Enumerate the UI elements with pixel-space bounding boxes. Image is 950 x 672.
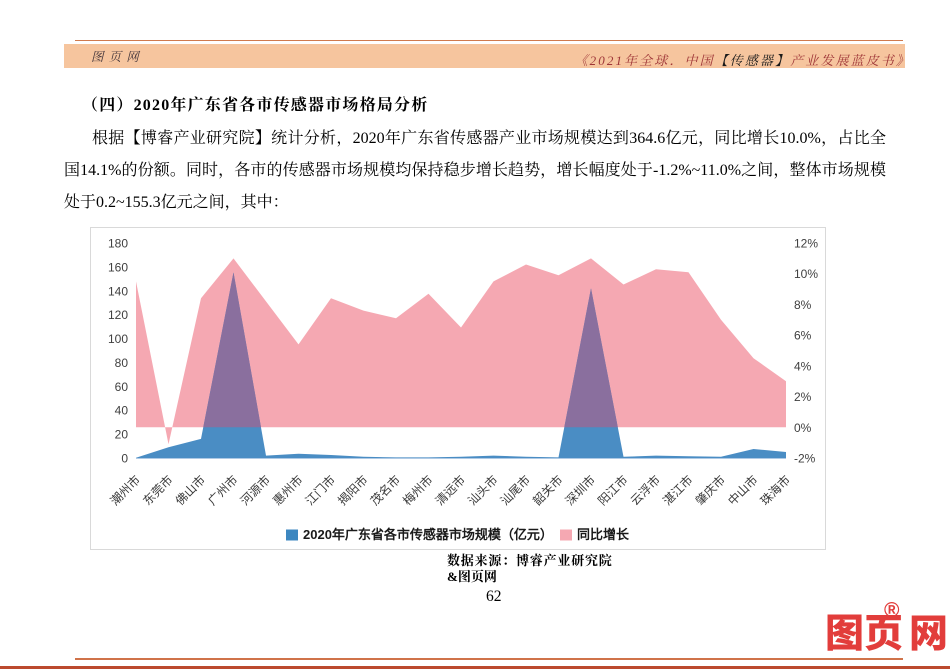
- svg-text:100: 100: [108, 332, 128, 346]
- svg-text:2%: 2%: [794, 390, 812, 404]
- svg-text:4%: 4%: [794, 359, 812, 373]
- svg-text:10%: 10%: [794, 267, 818, 281]
- svg-text:40: 40: [115, 404, 129, 418]
- svg-text:120: 120: [108, 308, 128, 322]
- svg-text:6%: 6%: [794, 329, 812, 343]
- svg-text:80: 80: [115, 356, 129, 370]
- svg-text:0: 0: [121, 452, 128, 466]
- svg-text:20: 20: [115, 428, 129, 442]
- svg-text:-2%: -2%: [794, 452, 816, 466]
- svg-text:12%: 12%: [794, 237, 818, 251]
- svg-text:60: 60: [115, 380, 129, 394]
- svg-text:180: 180: [108, 237, 128, 251]
- svg-text:0%: 0%: [794, 421, 812, 435]
- svg-text:2020年广东省各市传感器市场规模（亿元）: 2020年广东省各市传感器市场规模（亿元）: [303, 527, 553, 542]
- svg-text:同比增长: 同比增长: [577, 527, 630, 542]
- svg-text:160: 160: [108, 260, 128, 274]
- svg-text:8%: 8%: [794, 298, 812, 312]
- svg-text:140: 140: [108, 284, 128, 298]
